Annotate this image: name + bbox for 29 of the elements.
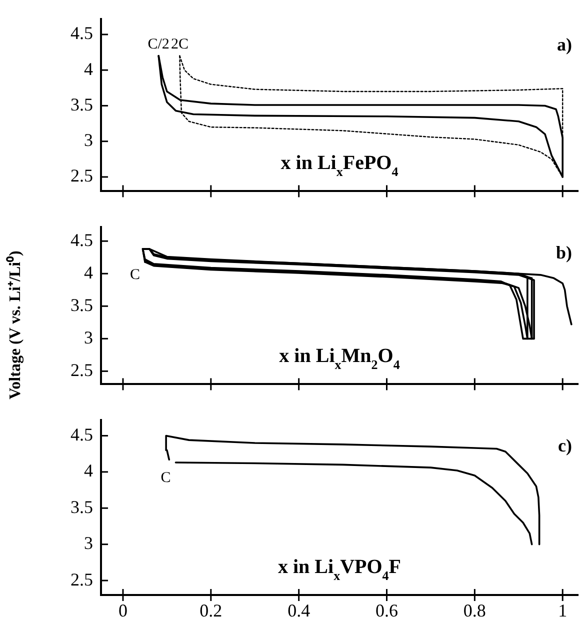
y-axis-title: Voltage (V vs. Li⁺/Li⁰)	[5, 250, 25, 400]
x-tick-label: 0.6	[376, 600, 398, 621]
x-tick-label: 0.4	[288, 600, 310, 621]
y-tick-label: 3	[84, 130, 93, 150]
y-tick-label: 4.5	[70, 23, 93, 44]
y-tick-label: 3.5	[70, 94, 93, 114]
series-label: C/2	[148, 36, 170, 52]
y-tick-label: 4	[84, 58, 93, 79]
series-label: C	[130, 266, 140, 283]
annotation: b)	[556, 242, 572, 262]
x-tick-label: 0.8	[463, 600, 486, 621]
y-tick-label: 2.5	[70, 569, 93, 590]
annotation: c)	[558, 435, 572, 456]
y-tick-label: 3.5	[70, 496, 93, 517]
y-tick-label: 2.5	[70, 360, 93, 380]
y-tick-label: 2.5	[70, 166, 93, 186]
y-tick-label: 3	[84, 533, 93, 554]
x-tick-label: 1	[558, 600, 568, 621]
x-tick-label: 0.2	[200, 600, 222, 621]
series-label: 2C	[170, 36, 188, 52]
y-tick-label: 4.5	[70, 230, 93, 250]
y-tick-label: 4.5	[70, 424, 93, 444]
y-tick-label: 4	[84, 262, 93, 282]
annotation: a)	[557, 34, 572, 54]
series-label: C	[160, 470, 171, 486]
y-tick-label: 3	[84, 327, 93, 348]
y-tick-label: 3.5	[70, 294, 93, 315]
x-tick-label: 0	[118, 600, 128, 621]
y-tick-label: 4	[84, 460, 93, 481]
